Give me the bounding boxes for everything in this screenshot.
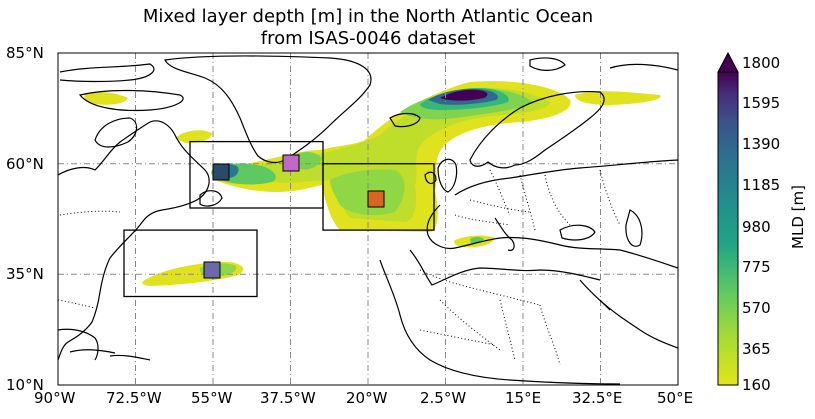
coastlines bbox=[58, 55, 678, 385]
lon-tick-label: 32.5°E bbox=[572, 389, 623, 407]
marker-northeast bbox=[367, 190, 385, 208]
region-boxes bbox=[123, 140, 435, 298]
lon-tick-label: 72.5°W bbox=[106, 389, 162, 407]
lat-tick-label: 85°N bbox=[6, 44, 44, 62]
marker-labrador bbox=[212, 163, 230, 181]
region-box-subtropical bbox=[123, 229, 258, 298]
colorbar-tick-label: 1595 bbox=[742, 94, 781, 112]
colorbar-tick-label: 570 bbox=[742, 299, 771, 317]
colorbar bbox=[717, 51, 739, 386]
mld-field bbox=[84, 81, 661, 286]
borders bbox=[58, 169, 621, 366]
title-line-2: from ISAS-0046 dataset bbox=[260, 28, 476, 49]
map-content bbox=[58, 53, 678, 385]
lon-tick-label: 50°E bbox=[657, 389, 694, 407]
region-markers bbox=[203, 154, 385, 279]
marker-irminger bbox=[282, 154, 300, 172]
marker-subtropical bbox=[203, 261, 221, 279]
lon-tick-label: 90°W bbox=[34, 389, 76, 407]
chart-title: Mixed layer depth [m] in the North Atlan… bbox=[58, 6, 678, 50]
colorbar-extend-arrow bbox=[717, 51, 739, 73]
lat-tick-label: 60°N bbox=[6, 155, 44, 173]
lon-tick-label: 2.5°W bbox=[420, 389, 467, 407]
colorbar-tick-label: 1800 bbox=[742, 54, 781, 72]
colorbar-tick-label: 1390 bbox=[742, 135, 781, 153]
lat-tick-label: 10°N bbox=[6, 376, 44, 394]
lat-tick-label: 35°N bbox=[6, 265, 44, 283]
colorbar-tick-label: 775 bbox=[742, 258, 771, 276]
colorbar-title: MLD [m] bbox=[788, 185, 807, 249]
colorbar-tick-label: 980 bbox=[742, 218, 771, 236]
colorbar-tick-label: 1185 bbox=[742, 176, 781, 194]
lon-tick-label: 15°E bbox=[505, 389, 542, 407]
colorbar-tick-label: 160 bbox=[742, 376, 771, 394]
colorbar-tick-label: 365 bbox=[742, 340, 771, 358]
region-box-northeast bbox=[322, 163, 435, 231]
lon-tick-label: 37.5°W bbox=[260, 389, 316, 407]
lon-tick-label: 55°W bbox=[191, 389, 233, 407]
colorbar-gradient bbox=[717, 71, 739, 386]
title-line-1: Mixed layer depth [m] in the North Atlan… bbox=[142, 6, 594, 27]
map-frame bbox=[57, 52, 679, 386]
lon-tick-label: 20°W bbox=[346, 389, 388, 407]
